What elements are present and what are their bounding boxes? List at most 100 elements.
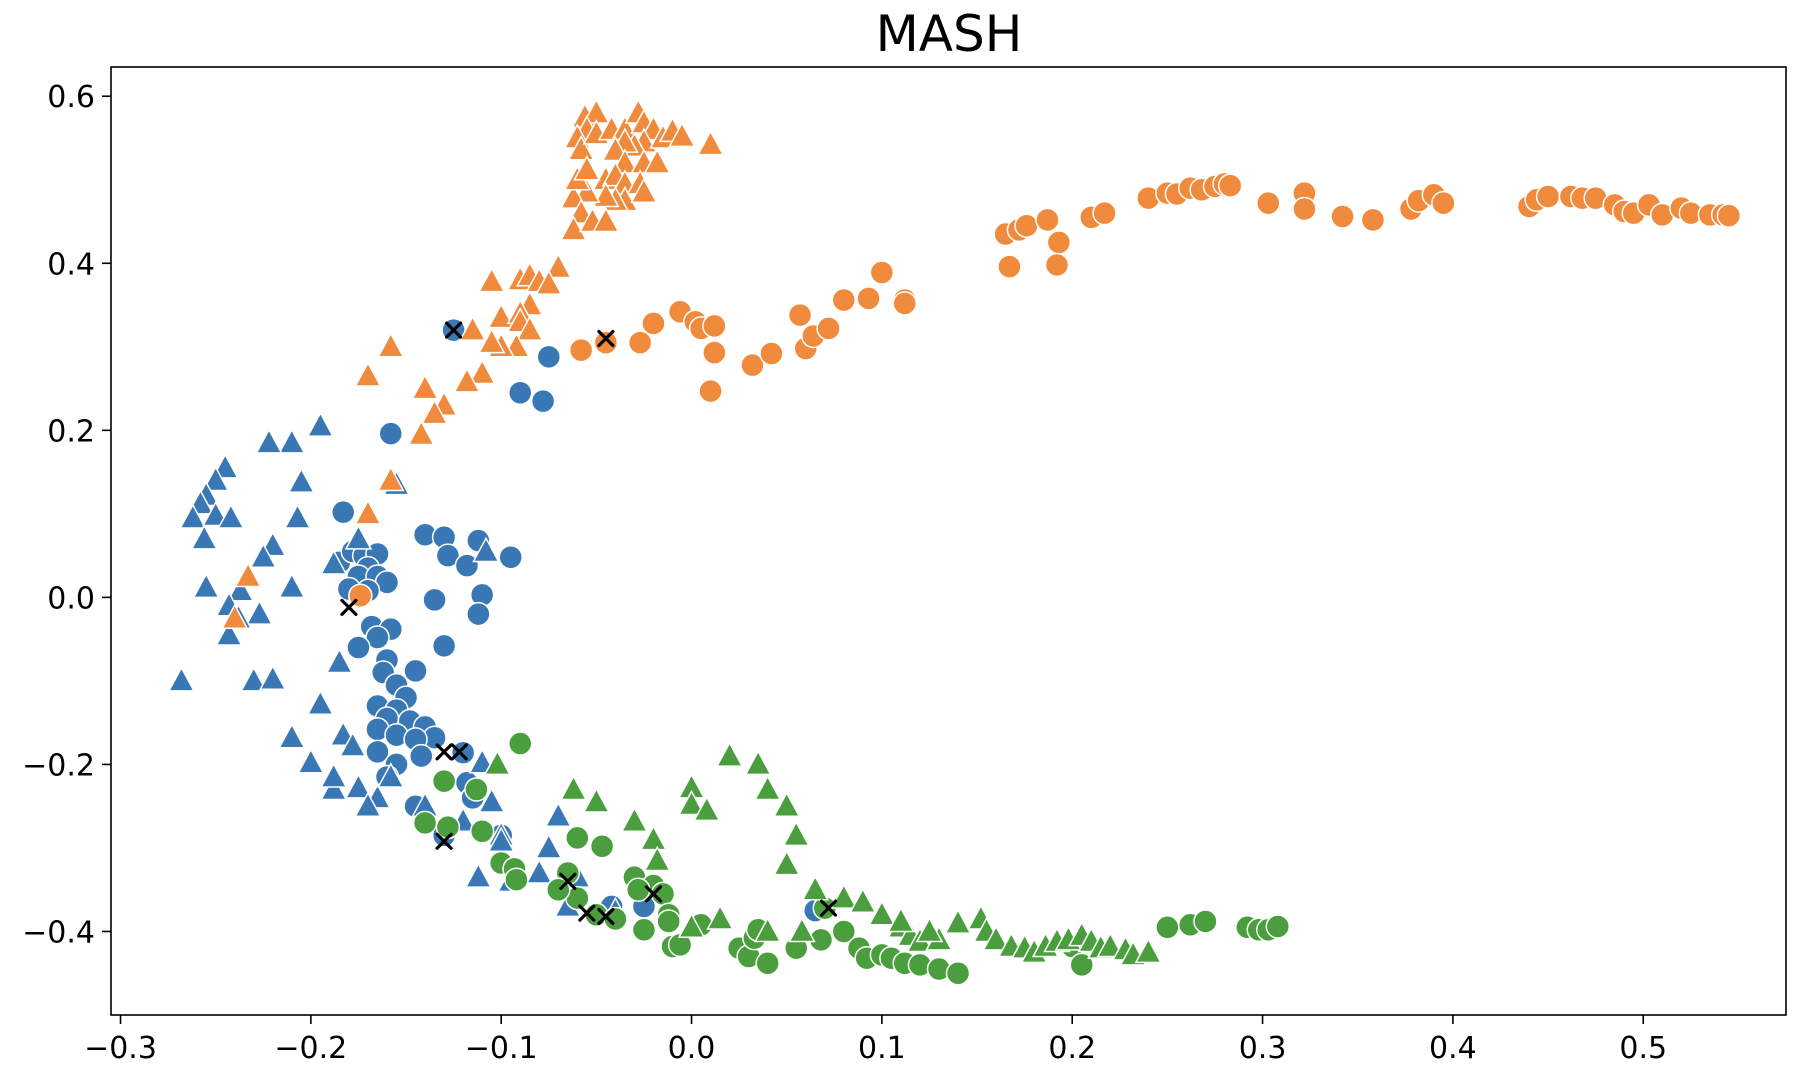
green-triangle-point: [772, 791, 801, 817]
y-tick-label: −0.4: [22, 915, 95, 950]
green-triangle-point: [677, 789, 706, 816]
green-triangle-point: [582, 787, 611, 813]
data-marks: [167, 98, 1742, 986]
orange-triangle-point: [668, 121, 696, 148]
blue-circle-point: [454, 553, 480, 578]
cross-mark: [559, 872, 577, 890]
cross-mark: [435, 743, 453, 761]
blue-triangle-point: [297, 748, 325, 774]
blue-circle-point: [422, 587, 447, 613]
orange-circle-point: [593, 330, 619, 355]
orange-triangle-point: [515, 315, 544, 341]
green-triangle-point: [753, 916, 782, 943]
orange-circle-point: [831, 287, 857, 313]
cross-mark: [340, 598, 358, 617]
blue-circle-point: [346, 635, 371, 660]
blue-triangle-point: [338, 731, 367, 757]
green-circle-point: [656, 909, 681, 934]
green-triangle-point: [982, 925, 1010, 951]
x-tick-label: 0.4: [1429, 1031, 1477, 1066]
x-tick-label: 0.3: [1239, 1031, 1287, 1066]
green-circle-point: [469, 818, 495, 844]
orange-circle-point: [997, 254, 1022, 279]
blue-triangle-point: [249, 542, 278, 569]
blue-triangle-point: [278, 428, 306, 454]
orange-circle-point: [1046, 230, 1072, 255]
green-triangle-point: [1096, 931, 1125, 958]
green-triangle-point: [772, 849, 801, 876]
orange-triangle-point: [477, 266, 506, 293]
chart-title: MASH: [876, 5, 1023, 63]
orange-triangle-point: [487, 302, 515, 329]
blue-circle-point: [536, 344, 562, 370]
blue-triangle-point: [354, 791, 382, 817]
orange-triangle-point: [573, 155, 601, 181]
orange-triangle-point: [535, 269, 563, 295]
orange-circle-point: [1044, 252, 1070, 278]
orange-triangle-point: [354, 361, 382, 387]
green-triangle-point: [944, 908, 972, 934]
green-triangle-point: [753, 774, 782, 801]
orange-circle-point: [1330, 204, 1355, 229]
orange-circle-point: [759, 341, 784, 366]
orange-triangle-point: [573, 177, 601, 204]
blue-triangle-point: [201, 500, 230, 527]
green-circle-point: [504, 867, 529, 892]
orange-triangle-point: [559, 215, 588, 241]
y-axis: −0.4 −0.2 0.0 0.2 0.4 0.6: [22, 80, 111, 950]
blue-triangle-point: [190, 524, 219, 550]
green-circle-point: [1193, 909, 1218, 934]
green-circle-point: [431, 768, 457, 794]
cross-mark: [435, 832, 453, 850]
orange-triangle-point: [377, 332, 405, 358]
orange-triangle-point: [354, 499, 382, 525]
blue-circle-point: [365, 739, 390, 765]
blue-triangle-point: [259, 664, 287, 690]
orange-triangle-point: [411, 373, 439, 400]
blue-circle-point: [507, 380, 533, 405]
green-triangle-point: [849, 887, 877, 913]
blue-triangle-point: [477, 787, 506, 813]
cross-mark: [450, 743, 468, 761]
orange-circle-point: [698, 378, 723, 404]
orange-triangle-point: [220, 603, 249, 630]
orange-circle-point: [740, 352, 765, 378]
blue-triangle-point: [472, 536, 500, 563]
series-orange-circles: [348, 171, 1742, 608]
blue-triangle-point: [319, 774, 348, 801]
series-green-circles: [412, 731, 1291, 986]
orange-triangle-point: [453, 367, 481, 393]
cross-mark: [597, 907, 615, 926]
green-circle-point: [1155, 915, 1180, 940]
green-triangle-point: [887, 906, 915, 933]
green-triangle-point: [715, 741, 744, 767]
orange-triangle-point: [468, 358, 496, 385]
orange-circle-point: [787, 302, 813, 328]
blue-triangle-point: [464, 862, 493, 888]
y-tick-label: 0.6: [47, 80, 95, 115]
cross-mark: [644, 885, 663, 903]
orange-circle-point: [1217, 173, 1243, 198]
green-triangle-point: [693, 795, 721, 822]
orange-circle-point: [892, 291, 917, 316]
series-blue-circles: [327, 317, 828, 923]
blue-triangle-point: [544, 801, 573, 827]
orange-circle-point: [1716, 203, 1742, 228]
orange-circle-point: [1035, 207, 1060, 233]
blue-circle-point: [530, 388, 556, 414]
orange-circle-point: [1535, 184, 1561, 209]
green-circle-point: [464, 777, 489, 802]
green-triangle-point: [744, 749, 772, 776]
blue-circle-point: [403, 658, 428, 684]
orange-circle-point: [702, 313, 727, 339]
blue-triangle-point: [192, 572, 220, 599]
y-tick-label: 0.4: [47, 247, 95, 282]
blue-triangle-point: [201, 465, 230, 492]
orange-triangle-point: [377, 465, 405, 492]
orange-circle-point: [1014, 213, 1039, 238]
green-circle-point: [565, 825, 590, 851]
blue-circle-point: [450, 740, 476, 765]
orange-circle-point: [627, 330, 653, 355]
